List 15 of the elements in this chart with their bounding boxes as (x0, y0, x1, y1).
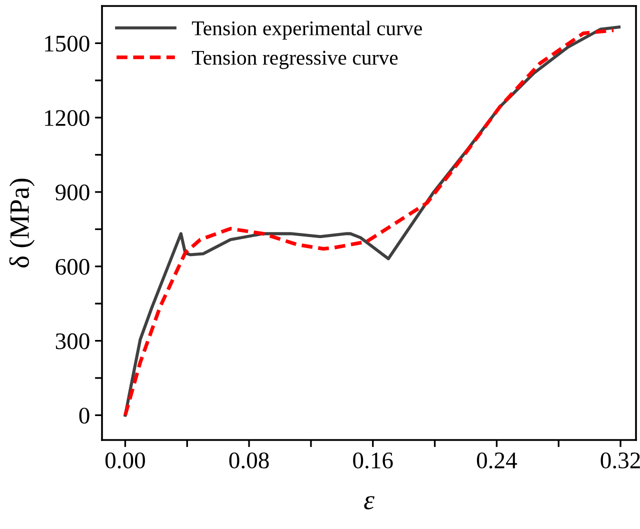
y-axis-title: δ (MPa) (9, 178, 35, 268)
x-tick-label: 0.08 (229, 452, 269, 469)
legend-label: Tension regressive curve (192, 50, 398, 70)
y-tick-label: 600 (56, 258, 90, 275)
y-tick-label: 300 (56, 333, 90, 350)
x-axis-title: ε (364, 496, 374, 510)
y-tick-label: 1200 (45, 110, 90, 126)
x-tick-label: 0.32 (600, 452, 640, 469)
x-tick-label: 0.00 (105, 452, 145, 469)
x-tick-label: 0.16 (353, 452, 393, 469)
y-tick-label: 900 (56, 184, 90, 200)
y-tick-label: 0 (79, 408, 90, 424)
x-tick-label: 0.24 (476, 452, 517, 469)
y-tick-label: 1500 (45, 36, 90, 52)
legend-label: Tension experimental curve (192, 20, 422, 40)
